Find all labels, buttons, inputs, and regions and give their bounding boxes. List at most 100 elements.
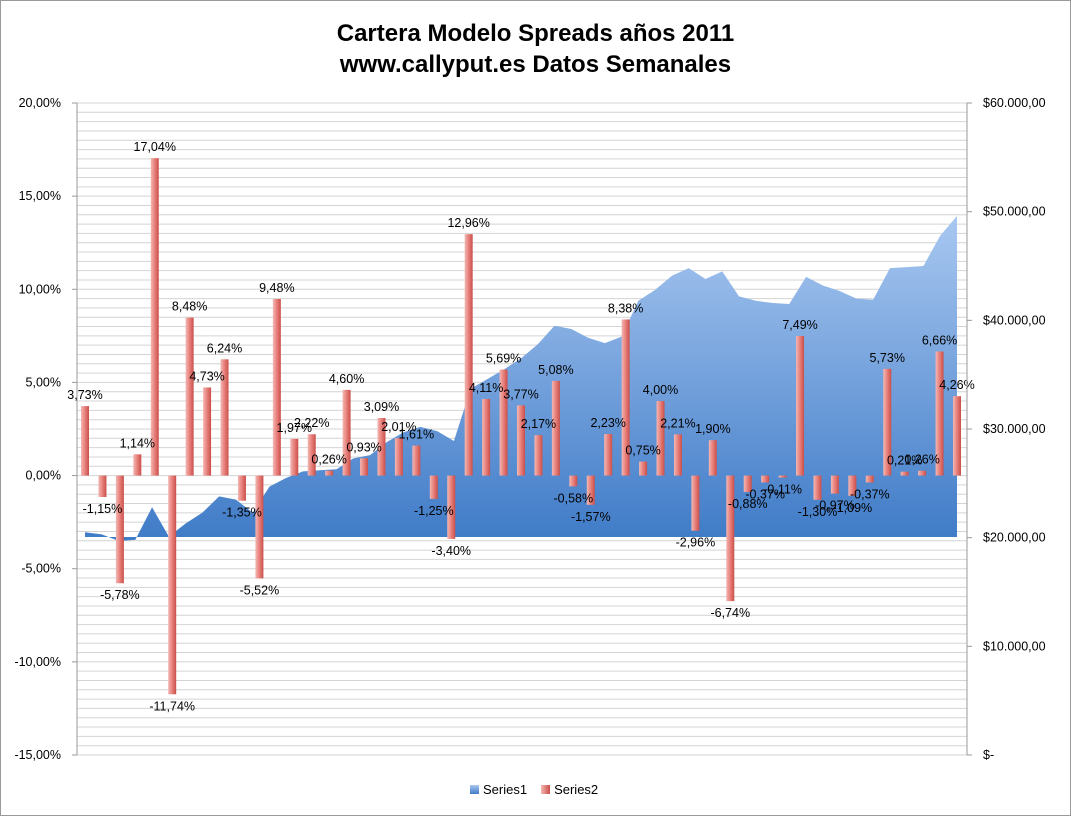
bar-data-label: 8,48%: [172, 300, 207, 314]
bar-data-label: 8,38%: [608, 301, 643, 315]
series2-bar: [115, 475, 124, 584]
bar-data-label: -1,30%: [798, 505, 838, 519]
legend-label-series2: Series2: [554, 782, 599, 797]
bar-data-label: -5,78%: [100, 588, 140, 602]
bar-data-label: 6,66%: [922, 334, 957, 348]
series2-bar: [865, 475, 874, 483]
legend-swatch-series1: [470, 785, 479, 794]
series2-bar: [499, 369, 508, 476]
axis-layer: -15,00% -10,00% -5,00% 0,00% 5,00% 10,00% 15,0…: [14, 96, 1045, 762]
chart-title: Cartera Modelo Spreads años 2011: [336, 20, 735, 47]
chart-subtitle: www.callyput.es Datos Semanales: [339, 51, 732, 78]
legend-swatch-series2: [541, 785, 551, 794]
series2-bar: [237, 475, 246, 501]
bar-data-label: -0,58%: [554, 491, 594, 505]
bar-data-label: 6,24%: [207, 341, 242, 355]
bar-data-label: 3,73%: [67, 388, 102, 402]
series2-bar: [517, 405, 525, 476]
left-tick-label: -5,00%: [21, 562, 61, 576]
series2-bar: [883, 368, 892, 476]
legend-label-series1: Series1: [483, 782, 528, 797]
bar-data-label: -11,74%: [149, 699, 195, 713]
bar-data-label: 4,11%: [469, 381, 504, 395]
series2-bar: [272, 298, 281, 476]
series2-bar: [98, 475, 107, 497]
bar-data-label: -1,35%: [222, 506, 262, 520]
series2-bar: [290, 438, 299, 476]
bar-data-label: -0,97%: [815, 499, 855, 513]
series2-bar: [220, 359, 229, 476]
series2-bar: [394, 438, 403, 476]
series1-area-layer: [85, 216, 957, 541]
series1-area: [85, 216, 957, 541]
bar-data-label: 2,17%: [521, 417, 556, 431]
series2-bar: [569, 475, 578, 487]
bar-data-label: 0,75%: [625, 444, 660, 458]
series2-bar: [360, 458, 369, 476]
bar-data-label: -0,88%: [728, 497, 768, 511]
right-tick-label: $10.000,00: [983, 639, 1046, 653]
series2-bar: [203, 387, 212, 476]
bar-data-label: 2,23%: [590, 416, 625, 430]
right-tick-label: $-: [983, 748, 994, 762]
series2-bar: [743, 475, 752, 492]
bar-data-label: 1,90%: [695, 422, 730, 436]
bar-data-label: 4,73%: [189, 369, 224, 383]
left-tick-label: 20,00%: [19, 96, 61, 110]
bar-data-label: -0,11%: [763, 483, 802, 497]
bar-data-label: 5,08%: [538, 363, 573, 377]
series2-bar: [168, 475, 177, 695]
data-label-layer: 3,73% -1,15% -5,78% 1,14% 17,04% -11,74% 8,48%…: [67, 140, 974, 713]
bar-data-label: -6,74%: [710, 606, 750, 620]
series2-bar: [255, 475, 264, 579]
right-tick-label: $50.000,00: [983, 205, 1046, 219]
series2-bar: [551, 380, 560, 476]
right-tick-label: $30.000,00: [983, 422, 1046, 436]
series2-bar: [325, 470, 334, 476]
left-tick-label: 15,00%: [19, 189, 61, 203]
series2-bar: [813, 475, 822, 500]
right-tick-label: $60.000,00: [983, 96, 1046, 110]
series2-bar: [935, 351, 944, 476]
bar-data-label: 17,04%: [134, 140, 176, 154]
bar-data-label: -1,15%: [83, 502, 123, 516]
right-tick-label: $20.000,00: [983, 531, 1046, 545]
series2-bar: [412, 445, 421, 476]
left-tick-label: -15,00%: [14, 748, 61, 762]
bar-data-label: 9,48%: [259, 281, 294, 295]
series2-bar: [900, 471, 909, 476]
right-tick-label: $40.000,00: [983, 313, 1046, 327]
series2-bar: [604, 434, 613, 476]
series2-bar: [778, 475, 787, 478]
bar-data-label: 3,77%: [503, 387, 538, 401]
series2-bar: [429, 475, 438, 499]
bar-data-label: 1,97%: [277, 421, 312, 435]
series2-bar: [185, 317, 194, 476]
series2-bar: [464, 234, 473, 476]
series2-bar: [726, 475, 735, 602]
left-tick-label: 0,00%: [26, 469, 61, 483]
series2-bar: [447, 475, 456, 539]
series2-bar: [918, 470, 927, 476]
series2-bar: [586, 475, 595, 505]
series2-bar: [133, 454, 142, 476]
bar-data-label: 7,49%: [782, 318, 817, 332]
bar-data-label: 0,26%: [904, 453, 939, 467]
bar-data-label: 4,00%: [643, 383, 678, 397]
series2-bar: [953, 396, 961, 476]
series2-bar: [796, 336, 805, 476]
bar-data-label: -2,96%: [676, 536, 716, 550]
bar-data-label: 2,01%: [381, 420, 416, 434]
series2-bar: [639, 461, 648, 476]
series2-bar: [534, 435, 543, 476]
bar-data-label: -5,52%: [240, 583, 280, 597]
series2-bar: [673, 434, 682, 476]
bar-data-label: -0,37%: [745, 487, 785, 501]
series2-bar: [848, 475, 857, 496]
series2-bar: [81, 406, 89, 476]
series2-bar: [830, 475, 839, 494]
series2-bar: [708, 440, 717, 476]
bar-data-label: 4,26%: [939, 378, 974, 392]
bar-data-label: 4,60%: [329, 372, 364, 386]
